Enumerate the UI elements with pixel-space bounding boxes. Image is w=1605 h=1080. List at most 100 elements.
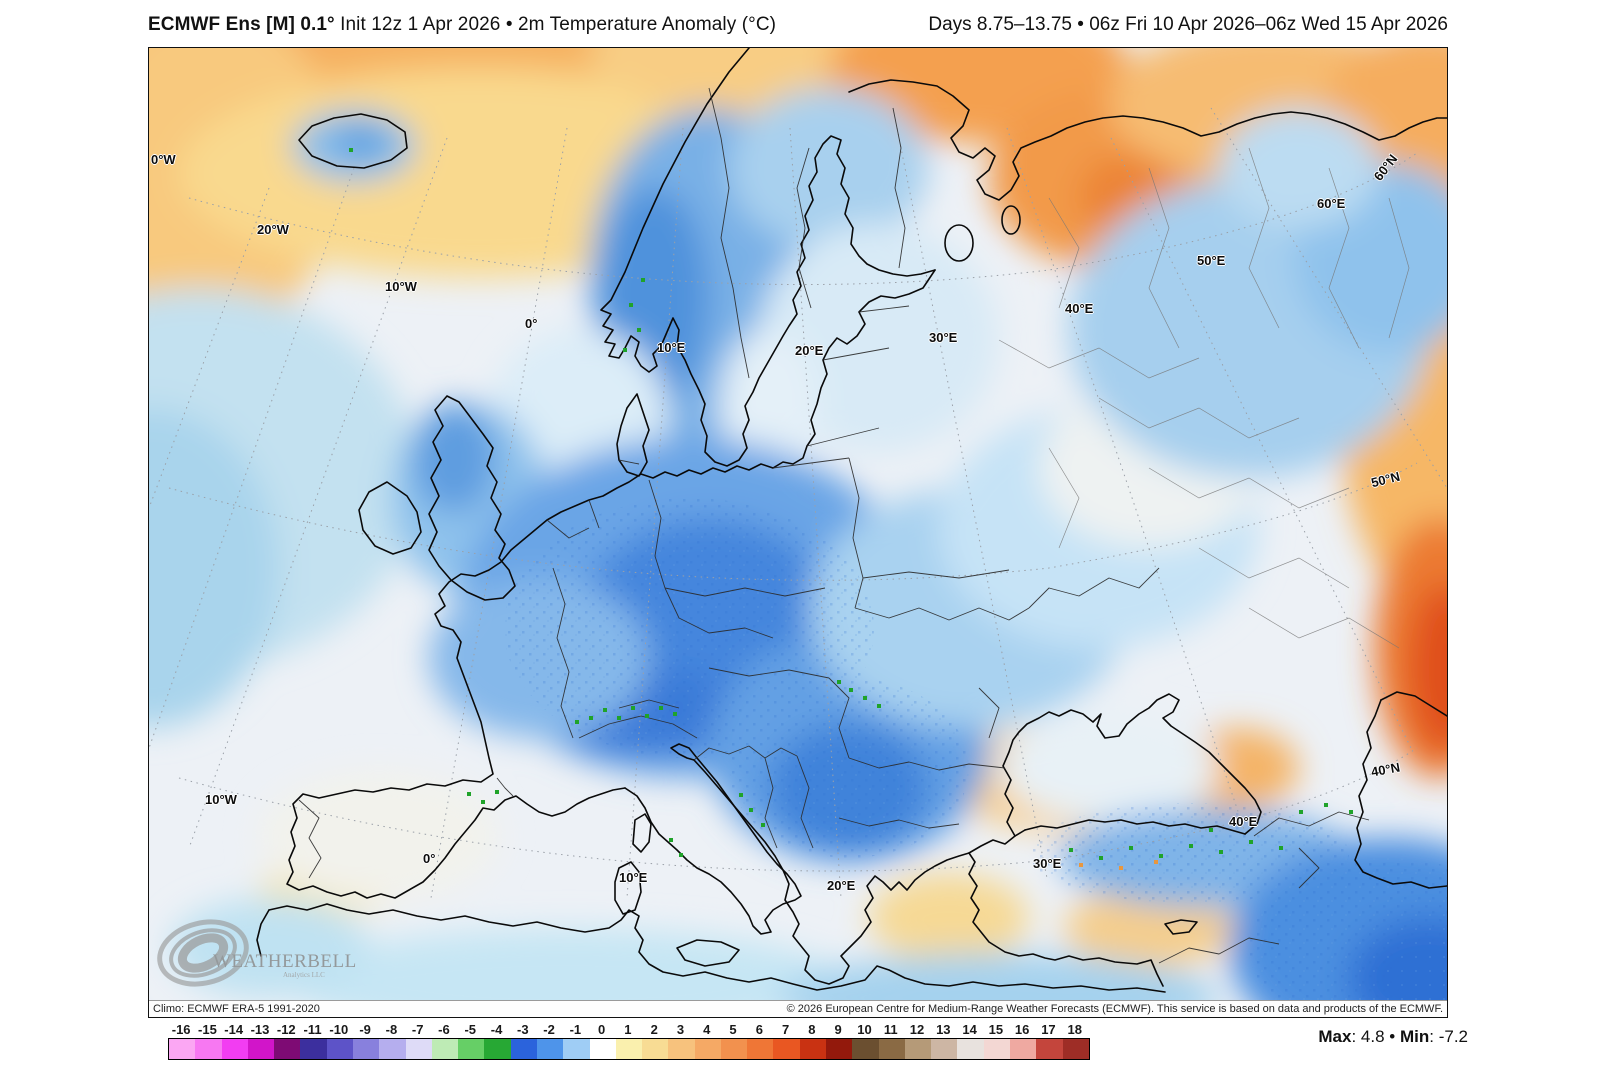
max-colon: : bbox=[1351, 1027, 1361, 1046]
logo-swirl-icon bbox=[157, 919, 249, 987]
colorbar-tick: -8 bbox=[385, 1022, 398, 1037]
map-title-model: ECMWF Ens [M] 0.1° bbox=[148, 14, 335, 35]
attribution-bar: Climo: ECMWF ERA-5 1991-2020 © 2026 Euro… bbox=[149, 1000, 1447, 1017]
colorbar-tick: 14 bbox=[962, 1022, 977, 1037]
colorbar-tick: -13 bbox=[250, 1022, 270, 1037]
colorbar-cell bbox=[274, 1039, 301, 1059]
colorbar-tick: 12 bbox=[909, 1022, 925, 1037]
colorbar-cell bbox=[536, 1039, 564, 1059]
valid-range: Days 8.75–13.75 • 06z Fri 10 Apr 2026–06… bbox=[928, 14, 1448, 35]
logo-text: WEATHERBELL bbox=[213, 951, 357, 972]
colorbar-cell bbox=[300, 1039, 327, 1059]
colorbar-tick: 13 bbox=[936, 1022, 951, 1037]
colorbar-tick: 4 bbox=[703, 1022, 711, 1037]
colorbar-tick: -15 bbox=[198, 1022, 217, 1037]
max-label: Max bbox=[1318, 1027, 1352, 1046]
colorbar-tick: -4 bbox=[490, 1022, 503, 1037]
colorbar-tick: -2 bbox=[543, 1022, 555, 1037]
colorbar-tick: 6 bbox=[755, 1022, 763, 1037]
colorbar-cell bbox=[957, 1039, 984, 1059]
colorbar-tick: 17 bbox=[1041, 1022, 1056, 1037]
colorbar-tick: 7 bbox=[781, 1022, 790, 1037]
colorbar-cell bbox=[904, 1039, 932, 1059]
colorbar-cell bbox=[773, 1039, 800, 1059]
min-value: -7.2 bbox=[1438, 1027, 1468, 1046]
min-label: Min bbox=[1399, 1027, 1430, 1046]
colorbar-scale bbox=[168, 1038, 1090, 1060]
colorbar-tick: 15 bbox=[988, 1022, 1004, 1037]
colorbar-cell bbox=[983, 1039, 1010, 1059]
colorbar-tick: 0 bbox=[598, 1022, 606, 1037]
colorbar-tick: 10 bbox=[857, 1022, 872, 1037]
colorbar-cell bbox=[1062, 1039, 1089, 1059]
colorbar-tick: 11 bbox=[883, 1022, 898, 1037]
colorbar-cell bbox=[431, 1039, 459, 1059]
colorbar-cell bbox=[458, 1039, 485, 1059]
colorbar-cell bbox=[799, 1039, 827, 1059]
colorbar-tick: -12 bbox=[276, 1022, 296, 1037]
colorbar-cell bbox=[668, 1039, 695, 1059]
colorbar-tick: -10 bbox=[329, 1022, 349, 1037]
colorbar-tick: 5 bbox=[729, 1022, 737, 1037]
colorbar-tick: -7 bbox=[411, 1022, 424, 1037]
map-title-rest: Init 12z 1 Apr 2026 • 2m Temperature Ano… bbox=[334, 14, 777, 35]
orange-anomaly-dots bbox=[1079, 860, 1158, 870]
colorbar-cell bbox=[195, 1039, 222, 1059]
colorbar-cell bbox=[484, 1039, 511, 1059]
colorbar-cell bbox=[720, 1039, 748, 1059]
colorbar-tick: -6 bbox=[438, 1022, 450, 1037]
header: ECMWF Ens [M] 0.1° Init 12z 1 Apr 2026 •… bbox=[148, 8, 1448, 42]
colorbar-cell bbox=[878, 1039, 905, 1059]
colorbar-cell bbox=[221, 1039, 248, 1059]
colorbar-cell bbox=[852, 1039, 879, 1059]
logo-subtext: Analytics LLC bbox=[283, 971, 325, 979]
colorbar-cell bbox=[931, 1039, 958, 1059]
colorbar-ticks: -16 -15 -14 -13 -12 -11 -10 -9 -8 -7 -6 -5 -4 -3 -2 -1 0… bbox=[168, 1022, 1088, 1038]
colorbar-tick: -5 bbox=[464, 1022, 477, 1037]
colorbar-cell bbox=[642, 1039, 669, 1059]
colorbar-tick: -9 bbox=[359, 1022, 371, 1037]
colorbar-cell bbox=[589, 1039, 616, 1059]
colorbar-cell bbox=[352, 1039, 380, 1059]
colorbar-cell bbox=[247, 1039, 275, 1059]
admin-borders bbox=[998, 147, 1410, 649]
min-colon: : bbox=[1429, 1027, 1439, 1046]
coastlines bbox=[256, 48, 1447, 993]
colorbar-cell bbox=[826, 1039, 853, 1059]
colorbar-cell bbox=[694, 1039, 721, 1059]
colorbar-cell bbox=[405, 1039, 432, 1059]
colorbar-tick: -14 bbox=[224, 1022, 244, 1037]
colorbar-cell bbox=[1036, 1039, 1063, 1059]
colorbar-tick: 16 bbox=[1014, 1022, 1030, 1037]
colorbar-tick: 3 bbox=[676, 1022, 685, 1037]
colorbar-cell bbox=[1010, 1039, 1037, 1059]
anomaly-field bbox=[149, 48, 1447, 1000]
extrema-readout: Max: 4.8 • Min: -7.2 bbox=[1318, 1027, 1468, 1047]
colorbar-cell bbox=[747, 1039, 774, 1059]
colorbar-tick: 18 bbox=[1067, 1022, 1082, 1037]
colorbar-tick: 9 bbox=[834, 1022, 842, 1037]
europe-anomaly-map bbox=[149, 48, 1447, 1000]
graticule bbox=[149, 107, 1447, 899]
colorbar-tick: -1 bbox=[569, 1022, 582, 1037]
stats-separator: • bbox=[1389, 1027, 1396, 1046]
colorbar-tick: 8 bbox=[808, 1022, 816, 1037]
map-title: ECMWF Ens [M] 0.1° Init 12z 1 Apr 2026 •… bbox=[148, 14, 776, 36]
colorbar-cell bbox=[326, 1039, 353, 1059]
colorbar-tick: -16 bbox=[171, 1022, 191, 1037]
colorbar-cell bbox=[510, 1039, 537, 1059]
copyright-text: © 2026 European Centre for Medium-Range … bbox=[786, 1003, 1443, 1015]
colorbar-cell bbox=[563, 1039, 590, 1059]
map-panel: 0°W 20°W 10°W 0° 10°E 20°E 30°E 40°E 50°E 60°E 60°… bbox=[148, 47, 1448, 1018]
colorbar-cell bbox=[169, 1039, 196, 1059]
green-anomaly-dots bbox=[349, 148, 1353, 860]
country-borders bbox=[298, 87, 1370, 964]
colorbar-tick: -3 bbox=[517, 1022, 529, 1037]
colorbar-tick: 2 bbox=[650, 1022, 658, 1037]
colorbar-cell bbox=[379, 1039, 406, 1059]
colorbar-cell bbox=[615, 1039, 643, 1059]
weatherbell-logo: WEATHERBELL Analytics LLC bbox=[157, 919, 357, 987]
climo-source: Climo: ECMWF ERA-5 1991-2020 bbox=[153, 1003, 320, 1015]
max-value: 4.8 bbox=[1360, 1027, 1385, 1046]
